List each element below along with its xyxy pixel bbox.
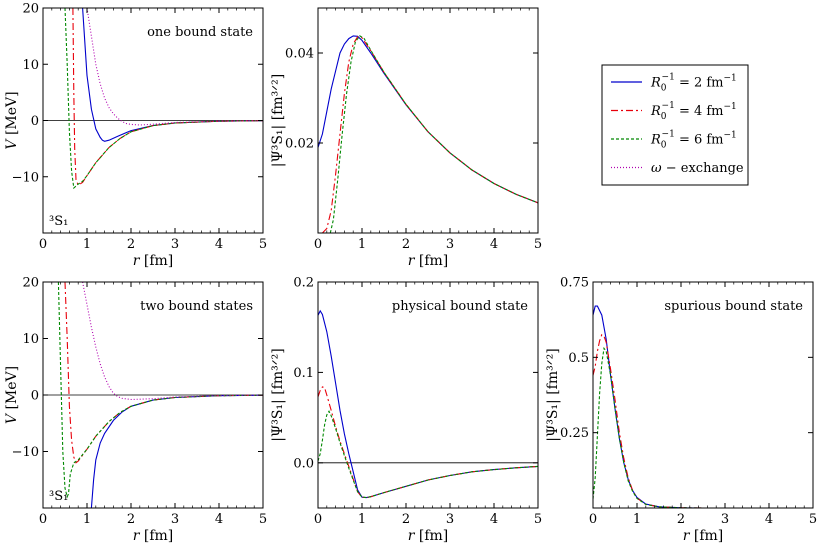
x-tick-label: 2 bbox=[127, 237, 135, 252]
plot-frame bbox=[317, 7, 539, 234]
x-axis-label: r [fm] bbox=[683, 528, 724, 544]
plot-frame bbox=[317, 281, 539, 509]
x-axis-label: r [fm] bbox=[133, 528, 174, 544]
y-tick-label: 0.5 bbox=[568, 351, 589, 366]
x-tick-label: 3 bbox=[171, 512, 179, 527]
x-tick-label: 1 bbox=[633, 512, 641, 527]
y-tick-label: 0.0 bbox=[293, 456, 314, 471]
y-axis-label: |Ψ³S₁| [fm³ᐟ²] bbox=[270, 74, 286, 168]
panel-title: one bound state bbox=[147, 25, 253, 40]
y-tick-label: 0 bbox=[31, 114, 39, 129]
x-tick-label: 2 bbox=[677, 512, 685, 527]
legend-label-R2: R0−1 = 2 fm−1 bbox=[650, 73, 737, 94]
legend: R0−1 = 2 fm−1 R0−1 = 4 fm−1 R0−1 = 6 fm−1 ω… bbox=[601, 64, 749, 186]
y-tick-label: 10 bbox=[22, 332, 39, 347]
y-tick-label: 20 bbox=[22, 276, 39, 291]
x-tick-label: 5 bbox=[534, 512, 542, 527]
x-tick-label: 4 bbox=[215, 512, 223, 527]
y-tick-label: 0.04 bbox=[285, 47, 314, 62]
y-axis-label: |Ψ³S₁| [fm³ᐟ²] bbox=[270, 348, 286, 442]
chart-p5: 0 1 2 3 4 5 0.25 0.5 0.75 r [fm] |Ψ³S₁| [fm³ᐟ²] spu… bbox=[545, 276, 817, 544]
series-R6 bbox=[593, 346, 704, 508]
series-R4 bbox=[318, 386, 538, 499]
y-tick-label: 20 bbox=[22, 2, 39, 17]
y-tick-label: 0.02 bbox=[285, 137, 314, 152]
x-tick-label: 5 bbox=[534, 237, 542, 252]
series-R6 bbox=[318, 410, 538, 499]
panel-title: two bound states bbox=[140, 299, 253, 314]
series-R4 bbox=[72, 8, 263, 187]
x-tick-label: 1 bbox=[358, 512, 366, 527]
legend-label-omega: ω − exchange bbox=[651, 161, 744, 176]
state-annotation: ³S₁ bbox=[49, 489, 68, 504]
y-axis-label: V [MeV] bbox=[4, 366, 20, 424]
state-annotation: ³S₁ bbox=[49, 214, 68, 229]
x-tick-label: 2 bbox=[127, 512, 135, 527]
y-tick-label: 0 bbox=[31, 389, 39, 404]
series-R6 bbox=[57, 282, 263, 499]
panel-title: physical bound state bbox=[392, 299, 528, 314]
chart-p1: 0 1 2 3 4 5 −10 0 10 20 r [fm] V [MeV] one bound sta… bbox=[4, 2, 267, 270]
legend-box bbox=[601, 64, 749, 186]
x-tick-label: 5 bbox=[809, 512, 817, 527]
x-tick-label: 3 bbox=[446, 237, 454, 252]
x-tick-label: 4 bbox=[765, 512, 773, 527]
y-axis-label: V [MeV] bbox=[4, 91, 20, 149]
y-tick-label: 0.75 bbox=[560, 276, 589, 291]
x-tick-label: 4 bbox=[215, 237, 223, 252]
x-tick-label: 5 bbox=[259, 237, 267, 252]
y-tick-label: 0.2 bbox=[293, 276, 314, 291]
series-R6 bbox=[64, 8, 263, 190]
legend-label-R6: R0−1 = 6 fm−1 bbox=[650, 130, 737, 151]
legend-label-R4: R0−1 = 4 fm−1 bbox=[650, 101, 737, 122]
y-axis-label: |Ψ³S₁| [fm³ᐟ²] bbox=[545, 348, 561, 442]
series-R2 bbox=[90, 394, 263, 508]
x-tick-label: 0 bbox=[39, 237, 47, 252]
series-R4 bbox=[593, 333, 704, 508]
series-R2 bbox=[318, 309, 538, 499]
x-tick-label: 0 bbox=[589, 512, 597, 527]
y-tick-label: 10 bbox=[22, 58, 39, 73]
chart-p2: 0 1 2 3 4 5 0.02 0.04 r [fm] |Ψ³S₁| [fm³ᐟ²] bbox=[270, 7, 542, 269]
x-tick-label: 0 bbox=[314, 512, 322, 527]
plot-frame bbox=[592, 281, 814, 509]
x-tick-label: 0 bbox=[314, 237, 322, 252]
series-R6 bbox=[329, 35, 538, 233]
x-tick-label: 3 bbox=[171, 237, 179, 252]
y-tick-label: −10 bbox=[12, 170, 39, 185]
panel-title: spurious bound state bbox=[664, 299, 803, 314]
x-tick-label: 0 bbox=[39, 512, 47, 527]
x-tick-label: 1 bbox=[83, 237, 91, 252]
series-R2 bbox=[318, 35, 538, 204]
x-tick-label: 1 bbox=[83, 512, 91, 527]
x-tick-label: 3 bbox=[721, 512, 729, 527]
chart-p3: 0 1 2 3 4 5 −10 0 10 20 r [fm] V [MeV] two bound sta… bbox=[4, 276, 267, 544]
x-tick-label: 5 bbox=[259, 512, 267, 527]
x-tick-label: 4 bbox=[490, 512, 498, 527]
x-tick-label: 4 bbox=[490, 237, 498, 252]
x-tick-label: 2 bbox=[402, 512, 410, 527]
series-R2 bbox=[593, 305, 704, 508]
series-R4 bbox=[322, 36, 538, 233]
x-axis-label: r [fm] bbox=[408, 253, 449, 269]
y-tick-label: 0.25 bbox=[560, 426, 589, 441]
y-tick-label: 0.1 bbox=[293, 366, 314, 381]
x-axis-label: r [fm] bbox=[408, 528, 449, 544]
chart-p4: 0 1 2 3 4 5 0.0 0.1 0.2 r [fm] |Ψ³S₁| [fm³ᐟ²] physi… bbox=[270, 276, 542, 544]
x-tick-label: 3 bbox=[446, 512, 454, 527]
x-tick-label: 1 bbox=[358, 237, 366, 252]
y-tick-label: −10 bbox=[12, 445, 39, 460]
x-tick-label: 2 bbox=[402, 237, 410, 252]
x-axis-label: r [fm] bbox=[133, 253, 174, 269]
